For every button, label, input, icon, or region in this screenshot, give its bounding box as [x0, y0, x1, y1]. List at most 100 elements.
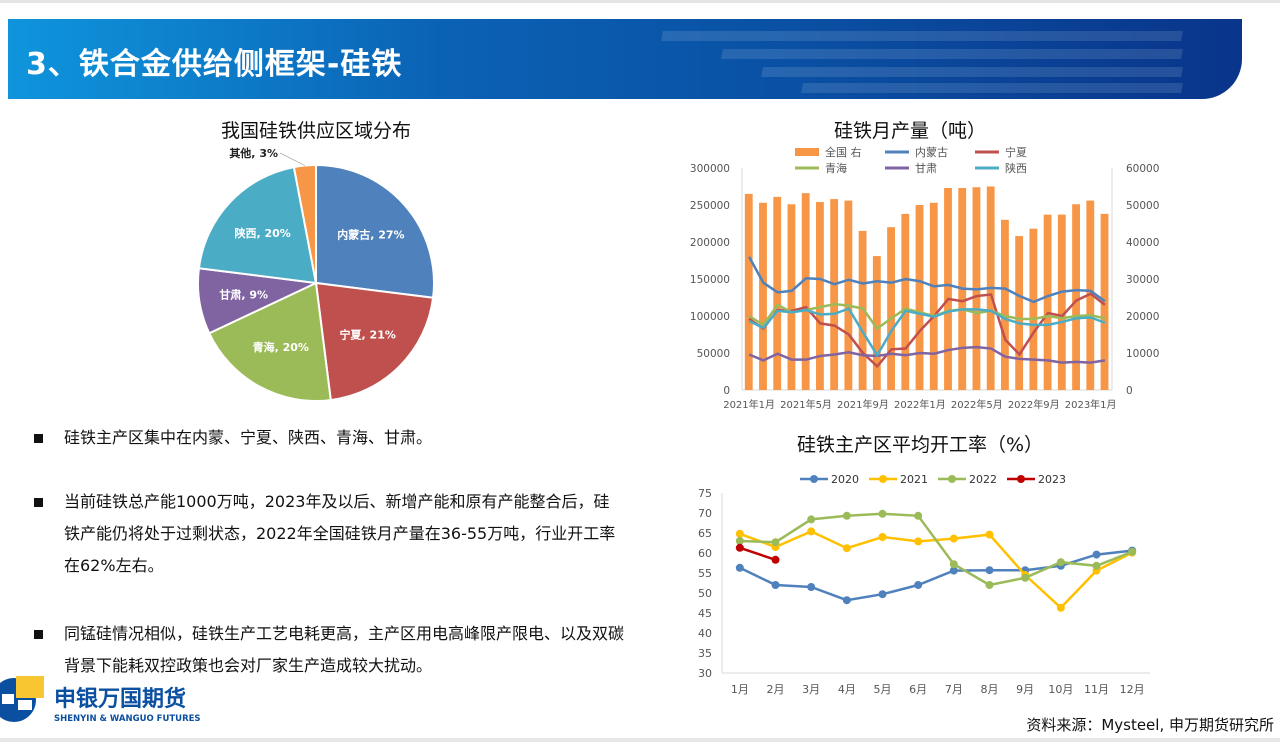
bar [816, 202, 824, 390]
bar [872, 256, 881, 390]
pie-chart: 内蒙古, 27% 宁夏, 21% 青海, 20% 甘肃, 9% 陕西, 20% 其他, 3… [197, 146, 435, 402]
pie-label: 其他, 3% [229, 146, 278, 160]
x-tick: 2022年9月 [1008, 398, 1060, 411]
data-point [842, 596, 851, 605]
x-tick: 7月 [945, 683, 963, 696]
bar [744, 193, 753, 390]
pie-slice [207, 281, 332, 402]
data-point [735, 529, 744, 538]
y-tick: 55 [698, 567, 712, 580]
data-point [771, 555, 780, 564]
data-point [735, 543, 744, 552]
x-tick: 2021年9月 [837, 398, 889, 411]
y-tick-right: 100000 [1126, 348, 1160, 360]
bar [929, 202, 938, 390]
bar [1057, 214, 1066, 390]
data-point [949, 534, 958, 543]
logo-cn: 申银万国期货 [54, 686, 186, 712]
y-tick: 30 [698, 667, 712, 680]
x-tick: 2021年1月 [723, 398, 775, 411]
x-tick: 2022年1月 [894, 398, 946, 411]
y-tick-left: 250000 [690, 200, 730, 212]
data-point [1021, 573, 1030, 582]
x-tick: 4月 [838, 683, 856, 696]
y-tick: 50 [698, 587, 712, 600]
bullet-square-icon [34, 434, 43, 443]
y-tick: 40 [698, 627, 712, 640]
data-point [878, 590, 887, 599]
data-point [842, 544, 851, 553]
legend-label: 甘肃 [915, 162, 937, 175]
x-tick: 6月 [909, 683, 927, 696]
legend-marker [810, 475, 818, 483]
series-line [748, 307, 1106, 358]
data-point [807, 583, 816, 591]
pie-label: 宁夏, 21% [340, 328, 396, 342]
legend-marker [948, 475, 956, 483]
data-point [1092, 561, 1101, 570]
y-tick-right: 200000 [1126, 311, 1160, 323]
legend-label: 陕西 [1005, 161, 1027, 175]
data-point [949, 566, 958, 575]
x-tick: 5月 [874, 683, 892, 696]
legend-swatch [795, 148, 819, 156]
y-tick: 60 [698, 547, 712, 560]
data-point [1128, 547, 1137, 556]
x-tick: 1月 [731, 683, 749, 696]
data-point [985, 581, 994, 589]
bar [1029, 228, 1038, 390]
pie-slice [314, 281, 435, 402]
data-point [949, 560, 958, 569]
bar [1072, 204, 1080, 390]
leader-line [279, 152, 306, 166]
x-tick: 3月 [802, 683, 820, 696]
y-tick-right: 400000 [1126, 237, 1160, 249]
x-tick: 2023年1月 [1065, 398, 1117, 411]
production-chart: 0 50000 100000 150000 200000 250000 300000 0 100… [690, 145, 1160, 411]
series-line [748, 345, 1106, 364]
y-tick-left: 50000 [697, 348, 730, 360]
data-point [807, 527, 816, 536]
legend-marker [879, 475, 887, 483]
line-chart-title: 硅铁主产区平均开工率（%） [796, 434, 1044, 456]
bullet-square-icon [34, 498, 43, 507]
legend-label: 2020 [831, 473, 859, 486]
x-tick: 2021年5月 [780, 398, 832, 411]
pie-label: 青海, 20% [253, 340, 309, 354]
pie-label: 甘肃, 9% [219, 287, 268, 301]
data-point [914, 581, 923, 589]
logo-en: SHENYIN & WANGUO FUTURES [54, 714, 201, 724]
header-banner: 3、铁合金供给侧框架-硅铁 [8, 19, 1242, 99]
y-tick: 35 [698, 647, 712, 660]
y-tick: 65 [698, 527, 712, 540]
y-tick: 75 [698, 487, 712, 500]
pie-label: 陕西, 20% [234, 226, 290, 240]
x-tick: 11月 [1084, 683, 1109, 696]
legend-label: 宁夏 [1005, 145, 1027, 159]
y-tick: 45 [698, 607, 712, 620]
x-tick: 10月 [1048, 683, 1073, 696]
source-note: 资料来源：Mysteel, 申万期货研究所 [1026, 716, 1274, 734]
y-tick-left: 150000 [690, 274, 730, 286]
data-point [985, 530, 994, 539]
data-point [771, 538, 780, 547]
data-point [878, 533, 887, 541]
bar-chart-title: 硅铁月产量（吨） [833, 120, 986, 142]
legend-label: 2022 [969, 473, 997, 486]
bar [915, 205, 924, 390]
bar [787, 204, 796, 390]
bar [1043, 214, 1052, 390]
data-point [914, 537, 923, 546]
bottom-divider [0, 738, 1280, 742]
legend-label: 青海 [825, 161, 847, 175]
x-tick: 12月 [1120, 683, 1145, 696]
bullet-2: 当前硅铁总产能1000万吨，2023年及以后、新增产能和原有产能整合后，硅铁产能… [34, 486, 624, 582]
pie-slice [197, 165, 318, 285]
data-point [735, 537, 744, 545]
series-line [739, 549, 1133, 602]
x-tick: 8月 [981, 683, 999, 696]
x-tick: 2月 [767, 683, 785, 696]
data-point [842, 511, 851, 520]
data-point [807, 515, 816, 524]
bar [901, 213, 910, 390]
